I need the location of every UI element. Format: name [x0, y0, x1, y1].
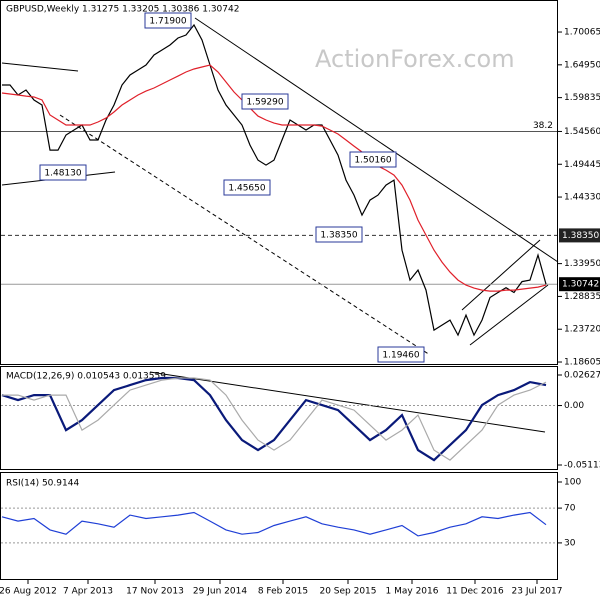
annotation-box	[223, 179, 271, 196]
y-tick-label: 1.44330	[564, 193, 600, 203]
price-panel	[0, 0, 558, 365]
annotation: 1.19460	[382, 351, 419, 361]
trend-line	[1, 62, 79, 72]
x-tick-label: 23 Jul 2017	[512, 587, 563, 597]
y-tick-label: 1.70065	[564, 28, 600, 38]
macd-trend-line	[149, 371, 546, 433]
y-tick-label: 1.54560	[564, 127, 600, 137]
macd-panel	[0, 366, 558, 470]
fib-label: 38.2	[533, 121, 553, 131]
y-tick-label: 0.00	[564, 401, 584, 411]
series-line	[1, 376, 547, 462]
annotation-box	[315, 226, 363, 243]
series-line	[2, 23, 547, 337]
annotation: 1.38350	[320, 231, 357, 241]
x-tick-label: 11 Dec 2016	[446, 587, 504, 597]
watermark: ActionForex.com	[315, 45, 515, 73]
annotation: 1.71900	[149, 17, 186, 27]
annotation: 1.48130	[44, 169, 81, 179]
y-tick-label: 1.28835	[564, 292, 600, 302]
rsi-title: RSI(14) 50.9144	[6, 479, 79, 489]
level-box	[559, 228, 600, 243]
y-tick-label: 1.49445	[564, 160, 600, 170]
y-tick-label: 1.33950	[564, 259, 600, 269]
y-tick-label: 100	[564, 478, 581, 488]
annotation: 1.45650	[228, 184, 265, 194]
macd-title: MACD(12,26,9) 0.010543 0.013559	[6, 372, 166, 382]
level-label: 1.30742	[562, 280, 599, 290]
series-line	[1, 64, 547, 292]
x-tick-label: 26 Aug 2012	[0, 587, 57, 597]
chart-title: GBPUSD,Weekly 1.31275 1.33205 1.30386 1.…	[6, 5, 239, 15]
annotation-box	[39, 164, 87, 181]
annotation: 1.59290	[246, 98, 283, 108]
y-tick-label: 1.18605	[564, 358, 600, 368]
annotation: 1.50160	[354, 156, 391, 166]
y-tick-label: -0.051137	[564, 461, 600, 471]
x-tick-label: 29 Jun 2014	[193, 587, 247, 597]
y-tick-label: 1.23720	[564, 325, 600, 335]
channel-line	[469, 284, 549, 346]
annotation-box	[349, 151, 397, 168]
trend-line	[194, 17, 559, 263]
y-tick-label: 0.026276	[564, 371, 600, 381]
annotation-box	[377, 346, 425, 363]
trend-line	[59, 114, 431, 356]
y-tick-label: 1.59835	[564, 93, 600, 103]
y-tick-label: 30	[564, 538, 576, 548]
channel-line	[461, 239, 541, 311]
level-label: 1.38350	[562, 231, 599, 241]
annotation-box	[144, 12, 192, 29]
series-line	[2, 377, 547, 461]
x-tick-label: 1 May 2016	[386, 587, 439, 597]
annotation-box	[241, 93, 289, 110]
y-tick-label: 1.64950	[564, 60, 600, 70]
x-tick-label: 20 Sep 2015	[319, 587, 376, 597]
rsi-panel	[0, 472, 558, 580]
x-tick-label: 7 Apr 2013	[63, 587, 113, 597]
x-tick-label: 17 Nov 2013	[126, 587, 184, 597]
y-tick-label: 70	[564, 504, 576, 514]
x-tick-label: 8 Feb 2015	[258, 587, 308, 597]
level-box	[559, 277, 600, 292]
series-line	[1, 511, 547, 537]
